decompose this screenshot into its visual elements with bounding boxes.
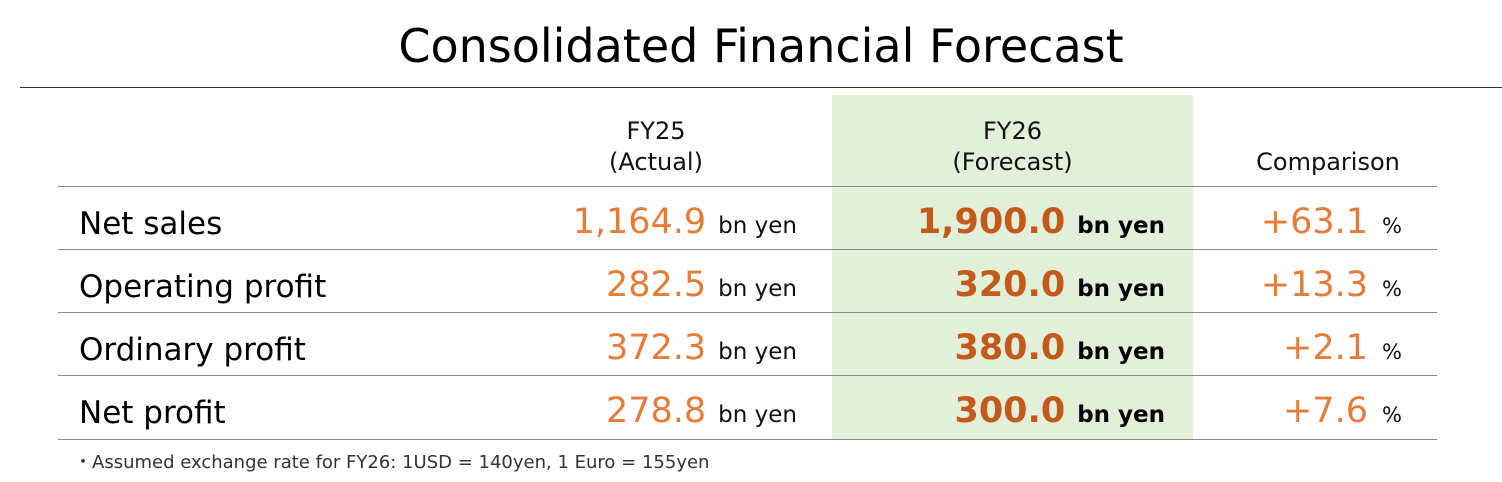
fy26-number: 1,900.0 bbox=[916, 202, 1066, 242]
comparison-unit: % bbox=[1382, 403, 1402, 427]
column-header-fy26-type: (Forecast) bbox=[952, 148, 1073, 176]
row-label: Operating profit bbox=[79, 269, 327, 305]
comparison-value: +2.1% bbox=[1283, 328, 1402, 368]
row-label: Net sales bbox=[79, 206, 223, 242]
comparison-number: +63.1 bbox=[1260, 202, 1369, 242]
page-title: Consolidated Financial Forecast bbox=[398, 19, 1124, 73]
comparison-number: +13.3 bbox=[1260, 265, 1369, 305]
fy25-unit: bn yen bbox=[718, 339, 797, 365]
comparison-value: +7.6% bbox=[1283, 391, 1402, 431]
comparison-value: +13.3% bbox=[1261, 265, 1402, 305]
column-header-fy25-year: FY25 bbox=[626, 117, 686, 145]
comparison-unit: % bbox=[1382, 340, 1402, 364]
footnote: ・Assumed exchange rate for FY26: 1USD = … bbox=[74, 452, 710, 473]
row-label: Ordinary profit bbox=[79, 332, 306, 368]
row-label: Net profit bbox=[79, 395, 226, 431]
fy26-number: 380.0 bbox=[954, 328, 1066, 368]
fy26-value: 320.0 bn yen bbox=[954, 265, 1165, 305]
fy26-unit: bn yen bbox=[1077, 276, 1165, 302]
row-divider bbox=[58, 375, 1437, 376]
column-header-comparison: Comparison bbox=[1256, 148, 1400, 176]
forecast-column-highlight bbox=[832, 95, 1193, 439]
column-header-fy25: FY25 (Actual) bbox=[478, 116, 834, 178]
fy25-unit: bn yen bbox=[718, 276, 797, 302]
fy26-value: 380.0 bn yen bbox=[954, 328, 1165, 368]
column-header-fy25-type: (Actual) bbox=[609, 148, 703, 176]
column-header-fy26: FY26 (Forecast) bbox=[832, 116, 1193, 178]
title-divider bbox=[20, 87, 1502, 88]
fy26-unit: bn yen bbox=[1077, 402, 1165, 428]
comparison-unit: % bbox=[1382, 277, 1402, 301]
comparison-number: +2.1 bbox=[1283, 328, 1369, 368]
fy26-value: 300.0 bn yen bbox=[954, 391, 1165, 431]
comparison-value: +63.1% bbox=[1261, 202, 1402, 242]
header-divider bbox=[58, 186, 1437, 187]
fy25-value: 282.5 bn yen bbox=[606, 265, 797, 305]
fy26-number: 300.0 bbox=[954, 391, 1066, 431]
table-row: Net sales 1,164.9 bn yen 1,900.0 bn yen +6… bbox=[0, 186, 1502, 248]
fy26-unit: bn yen bbox=[1077, 339, 1165, 365]
comparison-number: +7.6 bbox=[1283, 391, 1369, 431]
row-divider bbox=[58, 312, 1437, 313]
column-header-fy26-year: FY26 bbox=[982, 117, 1042, 145]
table-row: Ordinary profit 372.3 bn yen 380.0 bn yen … bbox=[0, 312, 1502, 374]
fy25-number: 282.5 bbox=[605, 265, 707, 305]
fy25-value: 278.8 bn yen bbox=[606, 391, 797, 431]
fy25-number: 372.3 bbox=[605, 328, 707, 368]
fy26-value: 1,900.0 bn yen bbox=[917, 202, 1165, 242]
fy26-number: 320.0 bbox=[954, 265, 1066, 305]
comparison-unit: % bbox=[1382, 214, 1402, 238]
fy26-unit: bn yen bbox=[1077, 213, 1165, 239]
row-divider bbox=[58, 249, 1437, 250]
table-row: Operating profit 282.5 bn yen 320.0 bn yen… bbox=[0, 249, 1502, 311]
table-row: Net profit 278.8 bn yen 300.0 bn yen +7.6% bbox=[0, 375, 1502, 437]
table-bottom-divider bbox=[58, 439, 1437, 440]
fy25-value: 372.3 bn yen bbox=[606, 328, 797, 368]
fy25-number: 1,164.9 bbox=[572, 202, 707, 242]
fy25-unit: bn yen bbox=[718, 213, 797, 239]
fy25-value: 1,164.9 bn yen bbox=[573, 202, 797, 242]
fy25-number: 278.8 bbox=[605, 391, 707, 431]
fy25-unit: bn yen bbox=[718, 402, 797, 428]
